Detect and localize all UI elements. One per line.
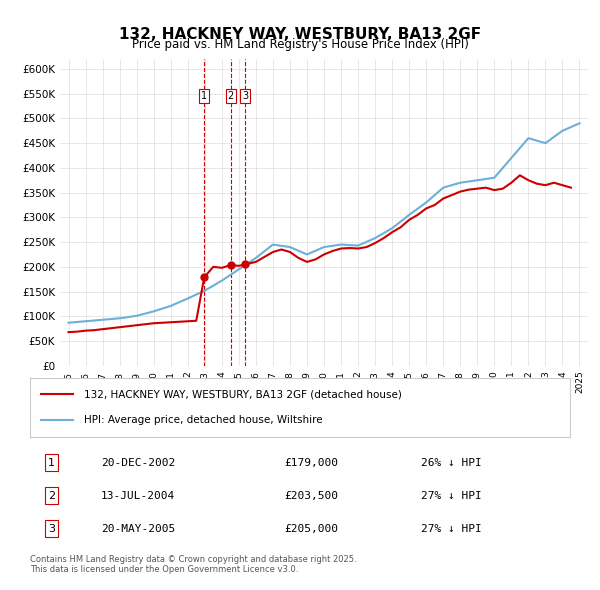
Text: 132, HACKNEY WAY, WESTBURY, BA13 2GF (detached house): 132, HACKNEY WAY, WESTBURY, BA13 2GF (de… <box>84 389 402 399</box>
Text: 3: 3 <box>242 91 248 101</box>
Text: HPI: Average price, detached house, Wiltshire: HPI: Average price, detached house, Wilt… <box>84 415 323 425</box>
Text: 13-JUL-2004: 13-JUL-2004 <box>101 491 175 501</box>
Text: £179,000: £179,000 <box>284 458 338 467</box>
Text: 2: 2 <box>228 91 234 101</box>
Text: 3: 3 <box>48 524 55 534</box>
Text: Contains HM Land Registry data © Crown copyright and database right 2025.
This d: Contains HM Land Registry data © Crown c… <box>30 555 356 574</box>
Text: 20-MAY-2005: 20-MAY-2005 <box>101 524 175 534</box>
Text: £203,500: £203,500 <box>284 491 338 501</box>
Text: 1: 1 <box>48 458 55 467</box>
Text: 27% ↓ HPI: 27% ↓ HPI <box>421 491 482 501</box>
Text: 27% ↓ HPI: 27% ↓ HPI <box>421 524 482 534</box>
Text: 1: 1 <box>201 91 208 101</box>
Text: 132, HACKNEY WAY, WESTBURY, BA13 2GF: 132, HACKNEY WAY, WESTBURY, BA13 2GF <box>119 27 481 41</box>
Text: 26% ↓ HPI: 26% ↓ HPI <box>421 458 482 467</box>
Text: 2: 2 <box>48 491 55 501</box>
Text: £205,000: £205,000 <box>284 524 338 534</box>
Text: Price paid vs. HM Land Registry's House Price Index (HPI): Price paid vs. HM Land Registry's House … <box>131 38 469 51</box>
Text: 20-DEC-2002: 20-DEC-2002 <box>101 458 175 467</box>
